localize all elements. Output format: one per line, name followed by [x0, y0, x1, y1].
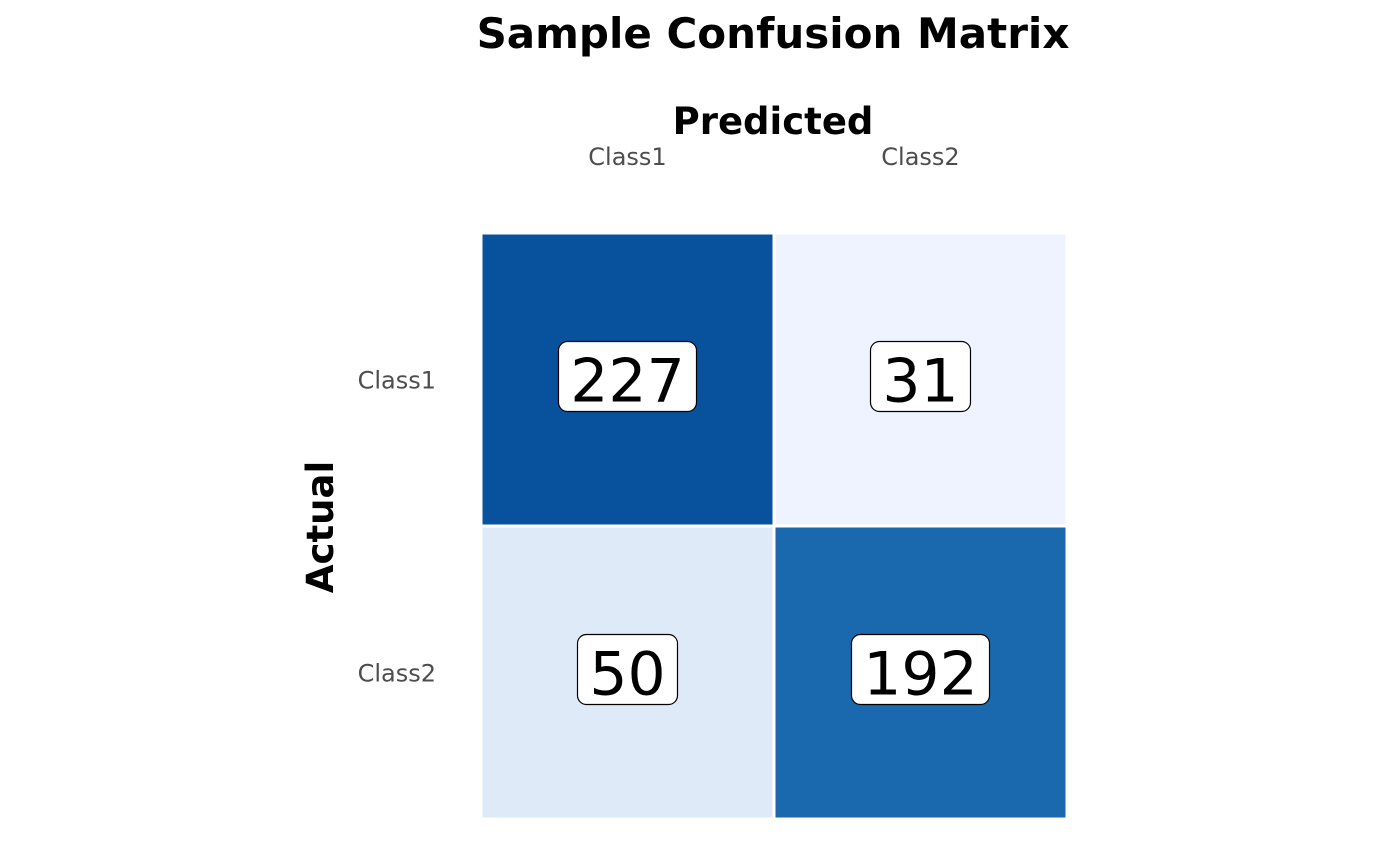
x-tick-label: Class1 [588, 143, 666, 171]
cell-value-label: 31 [882, 347, 958, 417]
x-tick-label: Class2 [881, 143, 959, 171]
y-tick-label: Class1 [358, 367, 436, 395]
cell-label-box [576, 633, 679, 706]
chart-title: Sample Confusion Matrix [477, 9, 1070, 58]
cell-label-box [869, 340, 972, 413]
heatmap-cells [479, 231, 1069, 821]
x-axis-title: Predicted [673, 100, 874, 143]
cell-value-labels: 227 31 50 192 [557, 340, 991, 710]
y-tick-label: Class2 [358, 660, 436, 688]
cell-value-label: 50 [589, 640, 665, 710]
cell-label-box [850, 633, 991, 706]
y-axis-title: Actual [299, 461, 342, 593]
cell-label-box [557, 340, 698, 413]
x-tick-labels: Class1 Class2 [588, 143, 959, 171]
y-tick-labels: Class1 Class2 [358, 367, 436, 688]
cell-value-label: 227 [570, 347, 685, 417]
cell-value-label: 192 [863, 640, 978, 710]
